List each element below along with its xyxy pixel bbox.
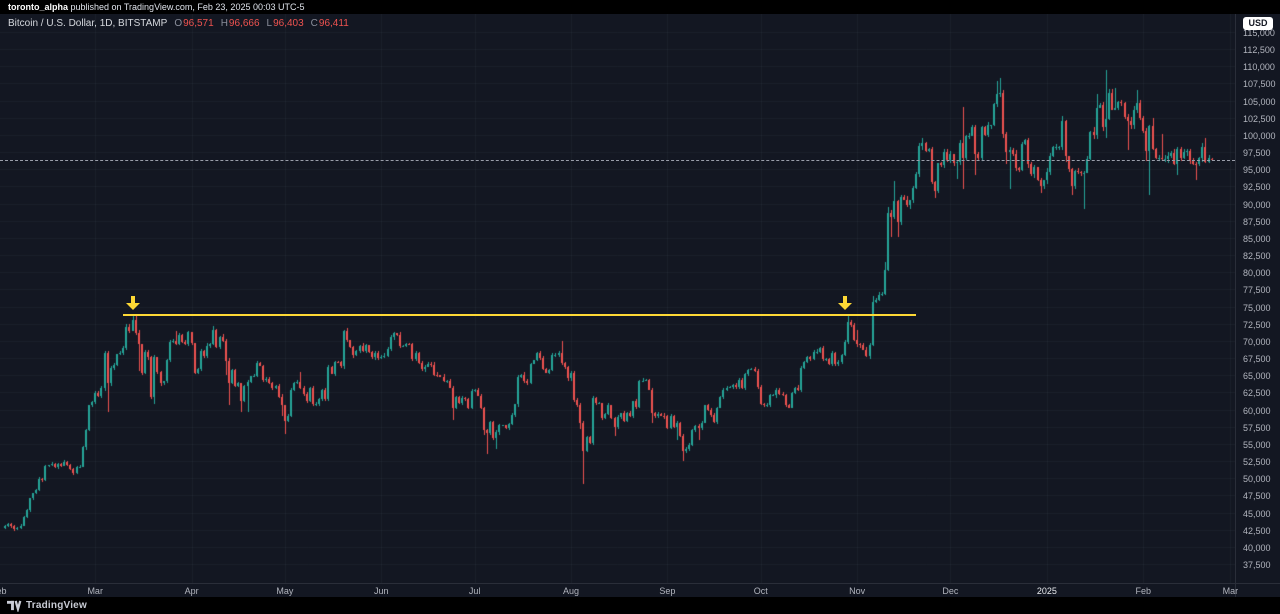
currency-toggle-button[interactable]: USD xyxy=(1243,17,1273,30)
symbol-legend: Bitcoin / U.S. Dollar, 1D, BITSTAMP O96,5… xyxy=(8,18,349,29)
price-tick-label: 82,500 xyxy=(1243,251,1271,262)
price-tick-label: 42,500 xyxy=(1243,525,1271,536)
price-tick-label: 102,500 xyxy=(1243,113,1276,124)
price-tick-label: 75,000 xyxy=(1243,302,1271,313)
price-tick-label: 115,000 xyxy=(1243,28,1275,38)
price-tick-label: 52,500 xyxy=(1243,457,1271,468)
price-tick-label: 85,000 xyxy=(1243,233,1271,244)
price-tick-label: 110,000 xyxy=(1243,62,1275,73)
symbol-title[interactable]: Bitcoin / U.S. Dollar, 1D, BITSTAMP xyxy=(8,18,168,29)
arrow-head xyxy=(125,303,140,311)
price-tick-label: 87,500 xyxy=(1243,216,1271,227)
price-tick-label: 92,500 xyxy=(1243,182,1271,193)
ohlc-value: 96,411 xyxy=(318,18,349,29)
price-tick-label: 45,000 xyxy=(1243,508,1271,519)
last-price-line xyxy=(0,159,1235,161)
price-tick-label: 57,500 xyxy=(1243,422,1271,433)
arrow-stem xyxy=(130,296,135,305)
arrow-stem xyxy=(842,296,847,305)
time-tick-label: Nov xyxy=(849,586,866,596)
tradingview-logo-text[interactable]: TradingView xyxy=(26,600,87,611)
price-tick-label: 107,500 xyxy=(1243,79,1276,90)
price-tick-label: 60,000 xyxy=(1243,405,1271,416)
ohlc-key: H xyxy=(220,18,228,29)
price-tick-label: 77,500 xyxy=(1243,285,1271,296)
ohlc-value: 96,571 xyxy=(183,18,214,29)
time-tick-label: Aug xyxy=(563,586,580,596)
price-tick-label: 97,500 xyxy=(1243,148,1271,159)
time-tick-label: 2025 xyxy=(1036,586,1057,596)
ohlc-key: C xyxy=(310,18,318,29)
publisher-username[interactable]: toronto_alpha xyxy=(8,2,68,12)
resistance-ray-annotation[interactable] xyxy=(123,313,917,316)
price-tick-label: 67,500 xyxy=(1243,354,1271,365)
time-tick-label: Mar xyxy=(1222,586,1239,596)
time-tick-label: Mar xyxy=(87,586,103,596)
chart-pane[interactable]: Bitcoin / U.S. Dollar, 1D, BITSTAMP O96,5… xyxy=(0,14,1235,583)
price-tick-label: 55,000 xyxy=(1243,439,1271,450)
publish-bar: toronto_alpha published on TradingView.c… xyxy=(0,0,1280,14)
price-tick-label: 100,000 xyxy=(1243,130,1276,141)
price-tick-label: 72,500 xyxy=(1243,319,1271,330)
time-tick-label: Oct xyxy=(753,586,768,596)
time-axis[interactable]: Feb Mar Apr May Jun Jul Aug Sep Oct Nov Dec 2025 Feb… xyxy=(0,583,1280,597)
candlestick-chart[interactable] xyxy=(0,14,1235,583)
price-tick-label: 90,000 xyxy=(1243,199,1271,210)
down-arrow-annotation[interactable] xyxy=(125,296,140,311)
price-axis[interactable]: 115,000 112,500 110,000 107,500 105,000 102,5… xyxy=(1235,14,1280,597)
time-tick-label: Jul xyxy=(468,586,481,596)
time-tick-label: Dec xyxy=(942,586,959,596)
ohlc-value: 96,403 xyxy=(273,18,304,29)
time-tick-label: Feb xyxy=(1135,586,1152,596)
arrow-head xyxy=(837,303,852,311)
down-arrow-annotation[interactable] xyxy=(837,296,852,311)
price-tick-label: 65,000 xyxy=(1243,371,1271,382)
price-tick-label: 95,000 xyxy=(1243,165,1271,176)
price-tick-label: 62,500 xyxy=(1243,388,1271,399)
price-tick-label: 112,500 xyxy=(1243,45,1275,56)
ohlc-value: 96,666 xyxy=(228,18,260,29)
price-tick-label: 47,500 xyxy=(1243,491,1271,502)
ohlc-values: O96,571 H96,666 L96,403 C96,411 xyxy=(167,18,348,29)
ohlc-key: O xyxy=(174,18,183,29)
price-tick-label: 105,000 xyxy=(1243,96,1276,107)
publish-info: published on TradingView.com, Feb 23, 20… xyxy=(68,2,305,12)
tradingview-logo-icon[interactable] xyxy=(7,599,22,612)
price-tick-label: 50,000 xyxy=(1243,474,1271,485)
price-tick-label: 80,000 xyxy=(1243,268,1271,279)
time-tick-label: Jun xyxy=(374,586,389,596)
price-tick-label: 70,000 xyxy=(1243,336,1271,347)
time-tick-label: Apr xyxy=(184,586,199,596)
time-tick-label: Sep xyxy=(659,586,676,596)
time-tick-label: Feb xyxy=(0,586,7,596)
ohlc-key: L xyxy=(266,18,273,29)
footer-bar: TradingView xyxy=(0,597,1280,614)
price-tick-label: 37,500 xyxy=(1243,560,1271,571)
time-tick-label: May xyxy=(276,586,294,596)
price-tick-label: 40,000 xyxy=(1243,542,1271,553)
